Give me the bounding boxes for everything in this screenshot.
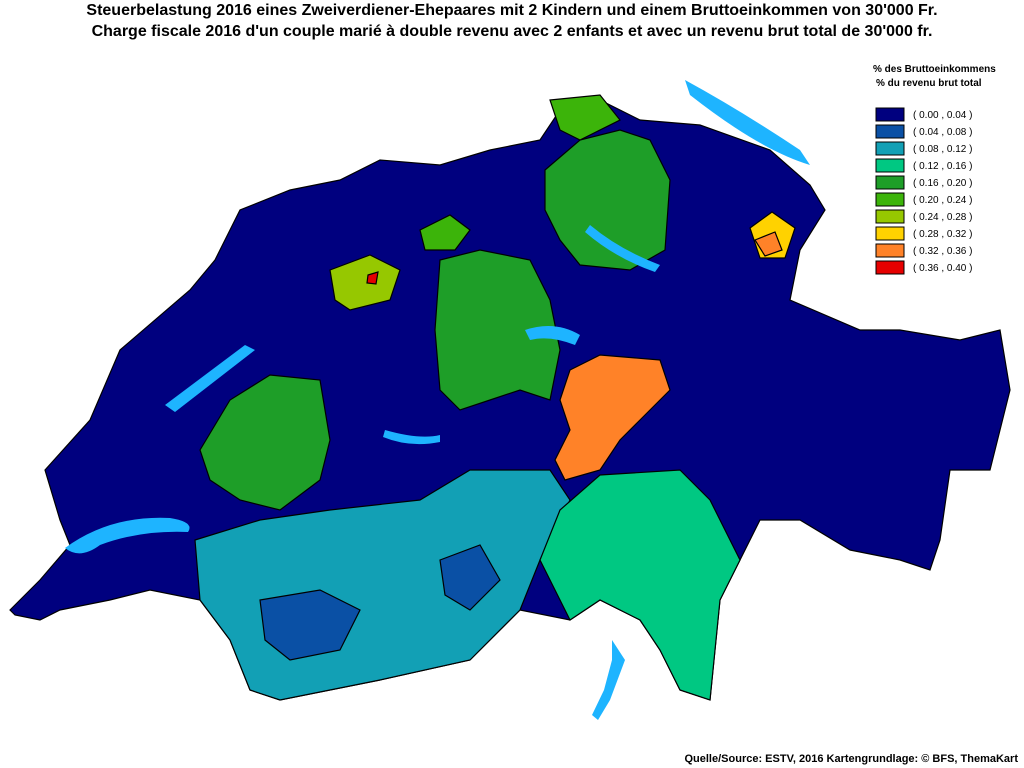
- legend-swatch: [875, 209, 905, 224]
- legend-label: ( 0.36 , 0.40 ): [913, 263, 972, 274]
- solothurn-north: [419, 214, 471, 251]
- legend-label: ( 0.32 , 0.36 ): [913, 246, 972, 257]
- lake-neuchatel: [165, 345, 255, 412]
- legend-label: ( 0.24 , 0.28 ): [913, 212, 972, 223]
- legend-swatch: [875, 158, 905, 173]
- legend-swatch: [875, 243, 905, 258]
- aargau-lucerne: [434, 249, 561, 411]
- legend-title-fr: % du revenu brut total: [876, 78, 982, 89]
- legend-label: ( 0.16 , 0.20 ): [913, 178, 972, 189]
- lake-maggiore: [592, 640, 625, 720]
- legend-label: ( 0.12 , 0.16 ): [913, 161, 972, 172]
- fribourg: [199, 374, 331, 511]
- ticino: [539, 469, 741, 701]
- legend-swatch: [875, 260, 905, 275]
- legend-swatch: [875, 175, 905, 190]
- lake-lucerne: [525, 326, 580, 345]
- appenzell-inner: [754, 231, 783, 257]
- lake-zurich: [585, 225, 660, 272]
- legend-label: ( 0.08 , 0.12 ): [913, 144, 972, 155]
- legend-label: ( 0.20 , 0.24 ): [913, 195, 972, 206]
- source: Quelle/Source: ESTV, 2016 Kartengrundlag…: [684, 753, 1018, 765]
- lake-thun: [383, 430, 440, 445]
- lake-geneva: [65, 517, 190, 554]
- legend-label: ( 0.00 , 0.04 ): [913, 110, 972, 121]
- zurich: [544, 129, 671, 271]
- valais-east: [259, 589, 361, 661]
- solothurn: [329, 254, 401, 311]
- legend-swatch: [875, 107, 905, 122]
- uri: [554, 354, 671, 481]
- lake-constance: [685, 80, 810, 165]
- title-de: Steuerbelastung 2016 eines Zweiverdiener…: [86, 2, 937, 19]
- legend-swatch: [875, 124, 905, 139]
- legend: ( 0.00 , 0.04 ) ( 0.04 , 0.08 ) ( 0.08 , 0…: [875, 107, 972, 275]
- legend-title-de: % des Bruttoeinkommens: [873, 64, 996, 75]
- legend-swatch: [875, 192, 905, 207]
- map: [9, 80, 1011, 720]
- legend-swatch: [875, 226, 905, 241]
- schaffhausen: [549, 94, 621, 141]
- title-fr: Charge fiscale 2016 d'un couple marié à …: [92, 23, 933, 40]
- legend-label: ( 0.28 , 0.32 ): [913, 229, 972, 240]
- hotspot: [366, 271, 379, 285]
- legend-label: ( 0.04 , 0.08 ): [913, 127, 972, 138]
- valais-north: [439, 544, 501, 611]
- legend-swatch: [875, 141, 905, 156]
